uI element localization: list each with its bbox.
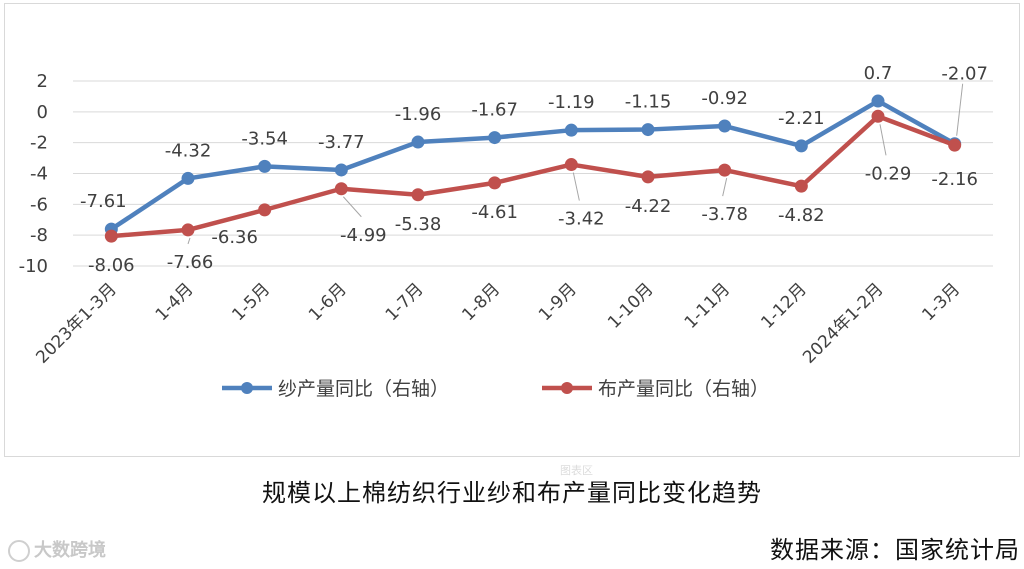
data-label: -2.21 — [778, 108, 825, 129]
legend-label: 布产量同比（右轴） — [598, 378, 769, 400]
chart-caption: 规模以上棉纺织行业纱和布产量同比变化趋势 — [262, 479, 762, 507]
data-point — [258, 203, 272, 217]
data-label: -2.16 — [931, 169, 978, 190]
x-tick-label: 2024年1-2月 — [799, 279, 887, 367]
x-tick-label: 1-10月 — [604, 279, 657, 332]
data-label: -0.92 — [701, 88, 748, 109]
x-tick-label: 1-11月 — [681, 279, 734, 332]
x-tick-label: 1-8月 — [458, 279, 504, 325]
data-source: 数据来源：国家统计局 — [770, 536, 1020, 564]
data-point — [794, 179, 808, 193]
data-point — [488, 176, 502, 190]
data-label: -4.22 — [625, 196, 672, 217]
legend-swatch-marker — [241, 382, 253, 394]
data-point — [794, 139, 808, 153]
data-point — [564, 158, 578, 172]
data-point — [718, 163, 732, 177]
series-line-1 — [110, 98, 956, 232]
data-point — [641, 170, 655, 184]
data-point — [641, 123, 655, 137]
leader-line — [879, 124, 887, 156]
x-tick-label: 2023年1-3月 — [32, 279, 120, 367]
chart-area-tag: 图表区 — [560, 464, 593, 477]
data-label: 0.7 — [864, 63, 893, 84]
data-label: -1.15 — [625, 92, 672, 113]
y-tick-label: -4 — [30, 164, 48, 185]
data-point — [564, 123, 578, 137]
data-point — [718, 119, 732, 133]
data-point — [334, 182, 348, 196]
data-label: -7.61 — [80, 191, 127, 212]
series-line-2 — [111, 114, 956, 239]
data-label: -3.54 — [241, 128, 288, 149]
y-tick-label: 0 — [37, 102, 48, 123]
data-label: -3.42 — [558, 209, 605, 230]
data-label: -1.96 — [395, 104, 442, 125]
data-label: -4.61 — [471, 202, 518, 223]
data-label: -1.19 — [548, 92, 595, 113]
data-point — [104, 229, 118, 243]
x-tick-label: 1-4月 — [152, 279, 198, 325]
data-point — [871, 109, 885, 123]
data-label: -2.07 — [941, 64, 988, 85]
data-point — [181, 223, 195, 237]
data-point — [258, 159, 272, 173]
leader-line — [342, 196, 362, 218]
data-label: -6.36 — [211, 227, 258, 248]
y-tick-label: 2 — [37, 71, 48, 92]
watermark-text: 大数跨境 — [34, 540, 106, 561]
data-point — [948, 138, 962, 152]
data-point — [411, 135, 425, 149]
data-point — [411, 188, 425, 202]
leader-line — [956, 83, 964, 136]
data-label: -5.38 — [395, 214, 442, 235]
data-label: -7.66 — [167, 252, 214, 273]
x-tick-label: 1-12月 — [757, 279, 810, 332]
x-tick-label: 1-7月 — [382, 279, 428, 325]
x-tick-label: 1-5月 — [228, 279, 274, 325]
x-tick-label: 1-6月 — [305, 279, 351, 325]
watermark-logo-icon — [8, 540, 30, 562]
data-label: -3.78 — [701, 204, 748, 225]
legend-swatch-marker — [561, 382, 573, 394]
leader-line — [722, 177, 728, 197]
data-point — [181, 171, 195, 185]
data-label: -1.67 — [471, 100, 518, 121]
data-point — [871, 94, 885, 108]
leader-line — [572, 172, 580, 201]
watermark: 大数跨境 — [8, 536, 106, 562]
y-tick-label: -2 — [30, 133, 48, 154]
data-label: -0.29 — [865, 163, 912, 184]
data-label: -4.82 — [778, 205, 825, 226]
data-label: -4.32 — [165, 140, 212, 161]
legend-label: 纱产量同比（右轴） — [278, 378, 449, 400]
data-point — [334, 163, 348, 177]
y-tick-label: -6 — [30, 194, 48, 215]
y-tick-label: -8 — [30, 225, 48, 246]
data-label: -8.06 — [88, 255, 135, 276]
data-point — [488, 131, 502, 145]
data-label: -3.77 — [318, 132, 365, 153]
data-label: -4.99 — [340, 225, 387, 246]
y-tick-label: -10 — [19, 256, 48, 277]
leader-line — [187, 237, 191, 245]
x-tick-label: 1-9月 — [535, 279, 581, 325]
x-tick-label: 1-3月 — [918, 279, 964, 325]
